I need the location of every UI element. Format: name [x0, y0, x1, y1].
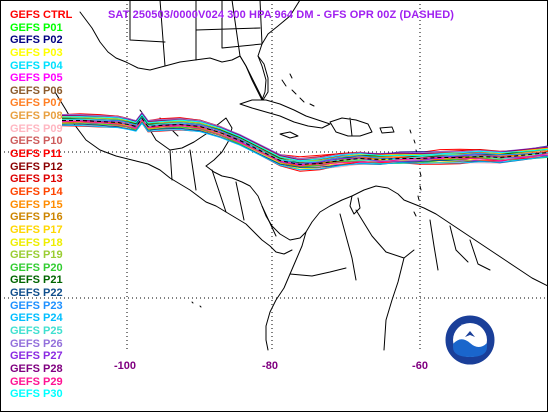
ensemble-contour: [62, 111, 548, 160]
legend-item: GEFS P14: [10, 185, 63, 198]
south-america-coast: [305, 185, 548, 287]
legend-item: GEFS P23: [10, 299, 63, 312]
bahamas-islands: [281, 73, 315, 107]
legend-item: GEFS P27: [10, 350, 63, 363]
ensemble-contour: [61, 122, 548, 171]
legend-item: GEFS P29: [10, 375, 63, 388]
legend-item: GEFS P01: [10, 21, 63, 34]
longitude-label-80w: -80: [262, 360, 278, 372]
florida-coast: [239, 55, 269, 101]
legend-item: GEFS P02: [10, 34, 63, 47]
coastlines: [54, 0, 548, 351]
legend-item: GEFS P03: [10, 46, 63, 59]
legend-item: GEFS P18: [10, 236, 63, 249]
noaa-logo-text: NOAA: [461, 325, 479, 331]
legend-item: GEFS P08: [10, 110, 63, 123]
legend-item: GEFS P21: [10, 274, 63, 287]
south-america-west-coast: [265, 231, 307, 351]
central-america-coast: [197, 165, 307, 255]
jamaica-coast: [279, 131, 299, 139]
chart-title: SAT 250503/0000V024 300 HPA 964 DM - GFS…: [108, 9, 455, 21]
ensemble-legend: GEFS CTRL GEFS P01 GEFS P02 GEFS P03 GEFS P0…: [10, 9, 72, 401]
legend-item: GEFS P22: [10, 287, 63, 300]
legend-item: GEFS P09: [10, 122, 63, 135]
longitude-label-100w: -100: [113, 360, 137, 372]
legend-item: GEFS P19: [10, 249, 63, 262]
legend-item: GEFS P05: [10, 72, 63, 85]
legend-item: GEFS P20: [10, 261, 63, 274]
ensemble-contour: [61, 118, 548, 165]
country-border-lines: [159, 117, 277, 237]
legend-item: GEFS P25: [10, 325, 63, 338]
legend-item: GEFS P07: [10, 97, 63, 110]
south-america-borders: [289, 209, 491, 351]
legend-item: GEFS P26: [10, 337, 63, 350]
ensemble-contour: [61, 119, 548, 170]
cuba-coast: [239, 99, 331, 129]
puerto-rico-coast: [379, 126, 395, 134]
legend-item: GEFS P24: [10, 312, 63, 325]
legend-item: GEFS P13: [10, 173, 63, 186]
yucatan-coast: [139, 109, 233, 167]
gfs-operational-contour: [62, 117, 548, 166]
legend-item: GEFS CTRL: [10, 9, 73, 21]
height-contours: [61, 111, 548, 172]
state-border-lines: [129, 0, 263, 67]
lake-maracaibo: [349, 195, 361, 215]
hispaniola-coast: [329, 117, 373, 137]
legend-item: GEFS P17: [10, 223, 63, 236]
legend-item: GEFS P11: [10, 148, 62, 161]
legend-item: GEFS P28: [10, 362, 63, 375]
legend-item: GEFS P15: [10, 198, 63, 211]
pacific-islands: [191, 301, 202, 308]
ensemble-contour: [61, 113, 548, 162]
legend-item: GEFS P16: [10, 211, 63, 224]
legend-item: GEFS P04: [10, 59, 63, 72]
legend-item: GEFS P12: [10, 160, 63, 173]
north-america-coast: [79, 0, 301, 101]
legend-item: GEFS P30: [10, 388, 63, 401]
graticule: [0, 0, 548, 350]
legend-item: GEFS P10: [10, 135, 63, 148]
longitude-label-60w: -60: [412, 360, 428, 372]
legend-item: GEFS P06: [10, 84, 63, 97]
noaa-logo-icon: NOAA: [444, 314, 496, 366]
